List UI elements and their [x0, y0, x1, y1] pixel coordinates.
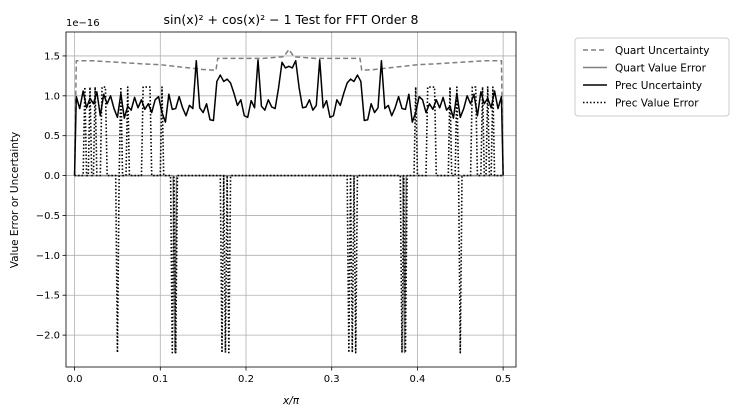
legend-label-1: Quart Value Error	[615, 63, 707, 75]
y-tick-label-3: 0.0	[44, 171, 60, 182]
y-tick-label-5: −1.0	[36, 251, 60, 262]
series-line-prec-uncertainty	[73, 59, 504, 176]
chart-legend: Quart Uncertainty Quart Value Error Prec U…	[574, 37, 730, 117]
y-axis-label: Value Error or Uncertainty	[9, 132, 21, 269]
y-tick-label-7: −2.0	[36, 331, 60, 342]
x-tick-label-3: 0.3	[324, 374, 340, 385]
legend-label-2: Prec Uncertainty	[615, 80, 702, 92]
chart-title: sin(x)² + cos(x)² − 1 Test for FFT Order…	[164, 12, 419, 27]
x-tick-label-2: 0.2	[238, 374, 254, 385]
y-offset-label: 1e−16	[66, 18, 100, 29]
y-tick-label-6: −1.5	[36, 291, 60, 302]
legend-label-0: Quart Uncertainty	[615, 45, 709, 57]
y-tick-label-1: 1.0	[44, 91, 60, 102]
y-tick-label-2: 0.5	[44, 131, 60, 142]
x-tick-label-1: 0.1	[152, 374, 168, 385]
plot-background	[66, 32, 516, 367]
series-line-prec-value-error	[74, 86, 504, 354]
y-tick-label-0: 1.5	[44, 51, 60, 62]
y-tick-label-4: −0.5	[36, 211, 60, 222]
x-tick-label-4: 0.4	[409, 374, 425, 385]
x-tick-label-5: 0.5	[495, 374, 511, 385]
x-tick-label-0: 0.0	[67, 374, 83, 385]
legend-box	[574, 37, 730, 117]
x-axis-label: x/π	[282, 395, 300, 407]
plot-frame	[65, 31, 517, 368]
plot-area: 0.0 0.1 0.2 0.3 0.4 0.5 1.5 1.0 0.5 0.0 −0.5 −1.0 −1…	[36, 31, 517, 385]
legend-label-3: Prec Value Error	[615, 98, 699, 110]
